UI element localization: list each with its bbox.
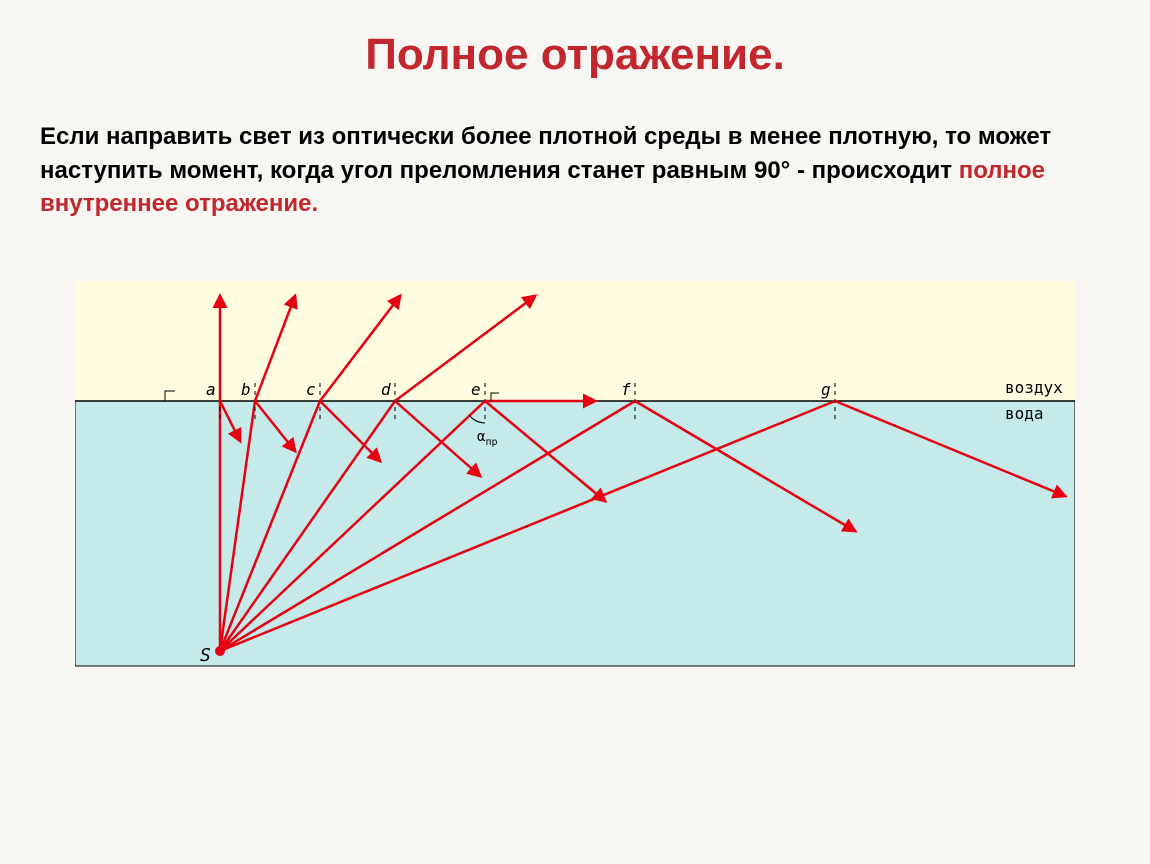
para-seg1: Если направить свет из оптически более п…: [40, 123, 1051, 184]
label-water: вода: [1005, 404, 1044, 423]
point-label-e: e: [471, 380, 481, 399]
point-label-b: b: [241, 380, 251, 399]
source-label: S: [200, 645, 211, 666]
point-label-a: a: [206, 380, 216, 399]
page-title: Полное отражение.: [30, 30, 1120, 80]
point-label-c: c: [306, 380, 316, 399]
air-region: [75, 281, 1075, 401]
point-label-g: g: [821, 380, 831, 399]
label-air: воздух: [1005, 378, 1063, 397]
total-reflection-diagram: воздухводаabcdefgαпрS: [75, 281, 1075, 681]
point-label-f: f: [621, 380, 631, 399]
diagram-container: воздухводаabcdefgαпрS: [75, 281, 1075, 681]
intro-paragraph: Если направить свет из оптически более п…: [30, 120, 1120, 221]
source-point: [215, 646, 225, 656]
water-region: [75, 401, 1075, 666]
point-label-d: d: [381, 380, 391, 399]
